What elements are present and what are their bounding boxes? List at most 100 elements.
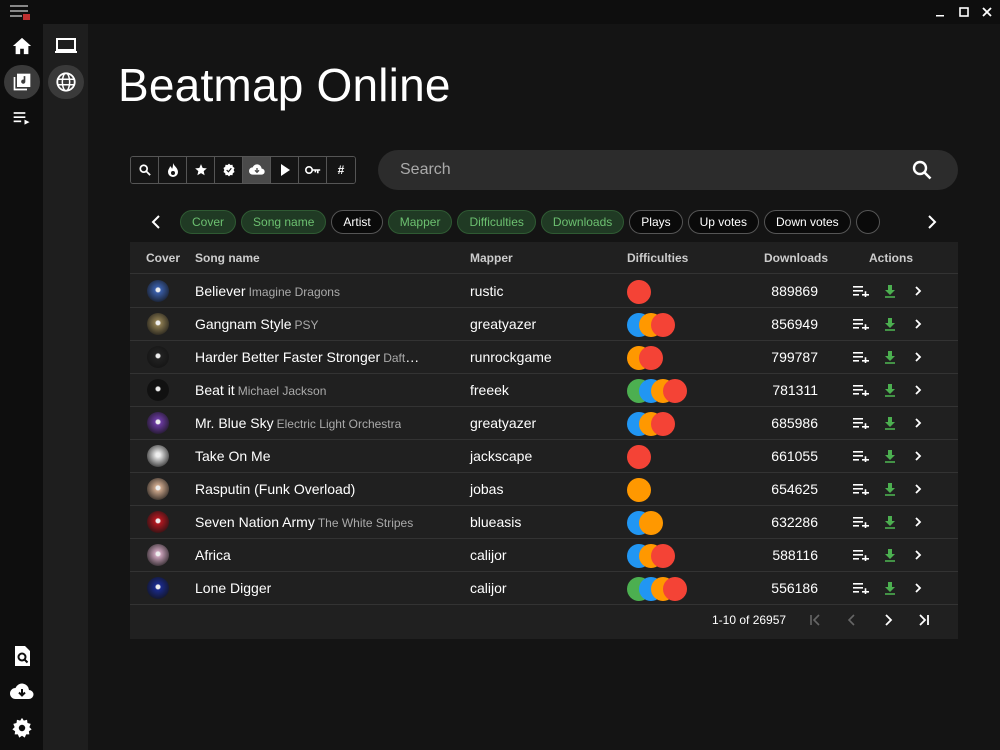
chevron-right-icon[interactable] [910,382,926,398]
mapper-name: rustic [470,283,504,299]
fire-icon[interactable] [159,157,187,183]
column-chip[interactable] [855,210,880,234]
playlist-add-icon[interactable] [853,415,869,431]
cloud-download-icon[interactable] [4,677,40,707]
download-icon[interactable] [882,580,898,596]
difficulty-expert-dot [651,313,675,337]
column-chips: Cover Song name Artist Mapper Difficulties Do… [180,210,910,235]
header-mapper[interactable]: Mapper [470,251,513,265]
column-chip[interactable]: Down votes [763,210,851,234]
column-chip[interactable]: Plays [629,210,683,234]
download-icon[interactable] [882,547,898,563]
playlist-add-icon[interactable] [853,547,869,563]
table-row[interactable]: Gangnam Style PSY greatyazer 856949 [130,308,958,341]
play-icon[interactable] [271,157,299,183]
badge-icon[interactable] [215,157,243,183]
table-row[interactable]: Rasputin (Funk Overload) jobas 654625 [130,473,958,506]
star-icon[interactable] [187,157,215,183]
song-title: Africa [195,547,231,563]
globe-icon[interactable] [48,65,84,99]
library-icon[interactable] [4,65,40,99]
chevron-right-icon[interactable] [910,349,926,365]
playlist-add-icon[interactable] [853,481,869,497]
chevron-right-icon[interactable] [910,580,926,596]
chevron-right-icon[interactable] [921,211,943,233]
download-icon[interactable] [882,316,898,332]
settings-icon[interactable] [4,713,40,743]
table-row[interactable]: Believer Imagine Dragons rustic 889869 [130,275,958,308]
download-count: 654625 [771,481,818,497]
table-row[interactable]: Seven Nation Army The White Stripes blueas… [130,506,958,539]
next-page-icon[interactable] [880,612,896,628]
search-icon[interactable] [912,160,932,180]
table-row[interactable]: Mr. Blue Sky Electric Light Orchestra grea… [130,407,958,440]
playlist-add-icon[interactable] [853,580,869,596]
header-song-name[interactable]: Song name [195,251,260,265]
song-title: Take On Me [195,448,271,464]
chevron-right-icon[interactable] [910,283,926,299]
hash-icon[interactable]: # [327,157,355,183]
playlist-add-icon[interactable] [853,514,869,530]
chevron-right-icon[interactable] [910,514,926,530]
download-icon[interactable] [882,382,898,398]
chevron-right-icon[interactable] [910,316,926,332]
column-chip[interactable]: Difficulties [457,210,536,234]
column-chip[interactable]: Song name [241,210,327,234]
chevron-right-icon[interactable] [910,481,926,497]
column-chip[interactable]: Artist [331,210,383,234]
download-icon[interactable] [882,349,898,365]
sort-toggle-group: # [130,156,356,184]
cover-image [147,511,169,533]
minimize-icon[interactable] [932,4,948,20]
sub-navigation-rail [43,24,88,750]
table-row[interactable]: Africa calijor 588116 [130,539,958,572]
difficulty-expert-dot [627,280,651,304]
search-input[interactable] [400,150,900,190]
table-row[interactable]: Beat it Michael Jackson freeek 781311 [130,374,958,407]
download-icon[interactable] [882,448,898,464]
header-difficulties[interactable]: Difficulties [627,251,689,265]
previous-page-icon[interactable] [844,612,860,628]
song-name: Believer Imagine Dragons [195,283,340,299]
search-icon[interactable] [131,157,159,183]
header-cover[interactable]: Cover [146,251,181,265]
table-row[interactable]: Take On Me jackscape 661055 [130,440,958,473]
key-icon[interactable] [299,157,327,183]
playlist-add-icon[interactable] [853,316,869,332]
column-chip[interactable]: Cover [180,210,237,234]
title-bar [0,0,1000,24]
close-icon[interactable] [979,4,995,20]
beatmap-table: Cover Song name Mapper Difficulties Down… [130,242,958,639]
column-chip[interactable]: Downloads [540,210,625,234]
home-icon[interactable] [4,29,40,63]
download-icon[interactable] [882,514,898,530]
chevron-left-icon[interactable] [145,211,167,233]
search-file-icon[interactable] [4,641,40,671]
playlist-add-icon[interactable] [853,448,869,464]
playlist-add-icon[interactable] [853,349,869,365]
column-chip[interactable]: Mapper [387,210,453,234]
chevron-right-icon[interactable] [910,415,926,431]
cloud-download-icon[interactable] [243,157,271,183]
download-icon[interactable] [882,481,898,497]
playlist-icon[interactable] [4,101,40,135]
menu-logo-icon[interactable] [9,3,31,21]
header-downloads[interactable]: Downloads [764,251,829,265]
download-icon[interactable] [882,415,898,431]
last-page-icon[interactable] [916,612,932,628]
table-row[interactable]: Lone Digger calijor 556186 [130,572,958,605]
maximize-icon[interactable] [956,4,972,20]
chevron-right-icon[interactable] [910,547,926,563]
chevron-right-icon[interactable] [910,448,926,464]
playlist-add-icon[interactable] [853,382,869,398]
column-chip[interactable]: Up votes [687,210,759,234]
playlist-add-icon[interactable] [853,283,869,299]
mapper-name: calijor [470,547,507,563]
laptop-icon[interactable] [48,29,84,63]
difficulty-expert-dot [663,379,687,403]
first-page-icon[interactable] [807,612,823,628]
difficulty-expert-dot [663,577,687,601]
download-icon[interactable] [882,283,898,299]
